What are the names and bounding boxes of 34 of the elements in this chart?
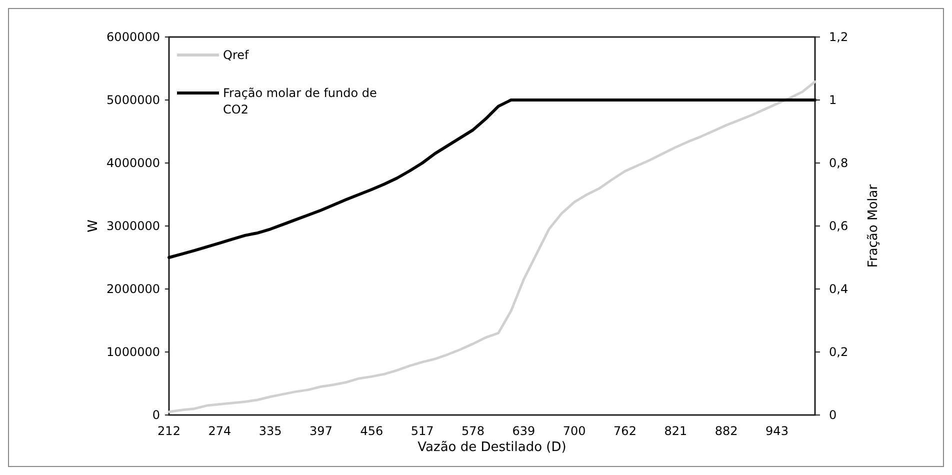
legend-label: Fração molar de fundo de CO2: [223, 86, 377, 116]
x-tick-label: 335: [258, 424, 282, 438]
x-tick-label: 700: [562, 424, 586, 438]
y2-tick-label: 0,8: [829, 156, 848, 170]
y2-tick-label: 0: [829, 408, 837, 422]
y-tick-label: 5000000: [106, 93, 160, 108]
x-tick-label: 639: [512, 424, 536, 438]
x-tick-label: 762: [614, 424, 636, 438]
y-tick-label: 3000000: [106, 219, 160, 234]
y2-tick-label: 1: [829, 93, 837, 108]
y2-tick-label: 0,2: [829, 345, 848, 360]
y-tick-label: 6000000: [106, 30, 160, 44]
x-tick-label: 943: [766, 424, 788, 438]
y-tick-label: 4000000: [106, 156, 160, 170]
y-axis-title: W: [86, 219, 101, 232]
y2-tick-label: 0,6: [829, 219, 848, 234]
x-tick-label: 882: [714, 424, 738, 438]
y2-axis-title: Fração Molar: [866, 184, 881, 268]
y-tick-label: 0: [152, 408, 160, 422]
x-tick-label: 212: [158, 424, 180, 438]
line-series: [168, 98, 816, 259]
x-tick-label: 456: [360, 424, 384, 438]
x-tick-label: 517: [410, 424, 434, 438]
x-tick-label: 397: [310, 424, 332, 438]
line-series: [168, 80, 816, 414]
legend-label: Qref: [223, 48, 250, 62]
y-tick-label: 1000000: [106, 345, 160, 360]
x-axis-title: Vazão de Destilado (D): [418, 440, 566, 455]
y2-tick-label: 0,4: [829, 282, 848, 296]
y-tick-label: 2000000: [106, 282, 160, 296]
x-tick-label: 578: [462, 424, 484, 438]
y2-tick-label: 1,2: [829, 30, 848, 44]
x-tick-label: 274: [208, 424, 232, 438]
x-tick-label: 821: [664, 424, 688, 438]
